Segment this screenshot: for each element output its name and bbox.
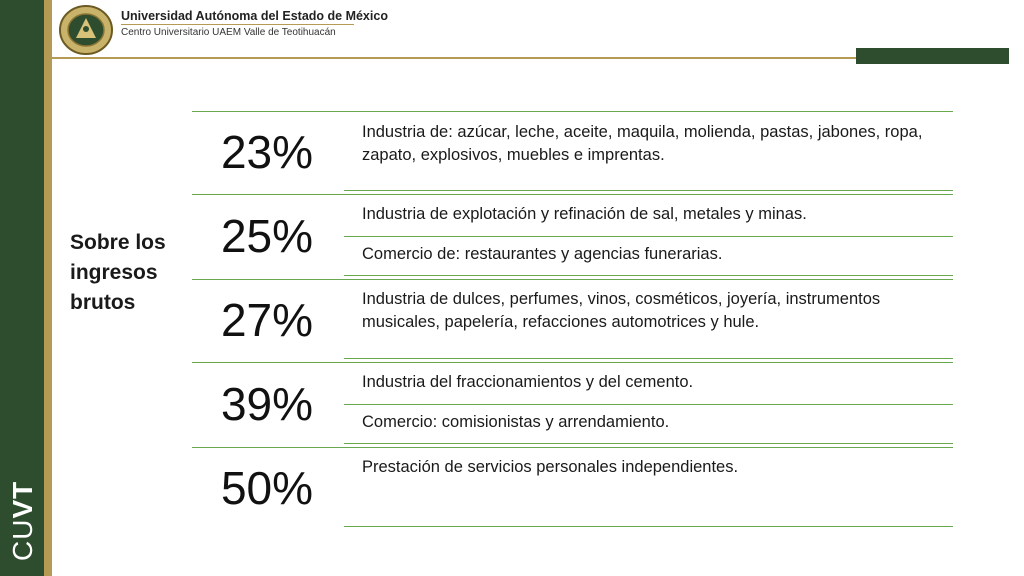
row-divider xyxy=(192,362,953,363)
header-accent-bar xyxy=(856,48,1009,64)
rate-percent: 25% xyxy=(220,210,314,262)
row-divider xyxy=(192,194,953,195)
university-seal-icon xyxy=(58,4,114,56)
center-name: Centro Universitario UAEM Valle de Teoti… xyxy=(121,27,336,38)
row-divider xyxy=(344,358,953,359)
rate-description: Comercio de: restaurantes y agencias fun… xyxy=(362,245,723,263)
university-name: Universidad Autónoma del Estado de Méxic… xyxy=(121,9,388,23)
row-divider xyxy=(344,404,953,405)
sidebar xyxy=(0,0,44,576)
row-divider xyxy=(344,526,953,527)
row-divider xyxy=(344,275,953,276)
rate-percent: 23% xyxy=(220,126,314,178)
rate-description: Industria de: azúcar, leche, aceite, maq… xyxy=(362,123,923,164)
rate-description: Industria del fraccionamientos y del cem… xyxy=(362,373,694,391)
side-label: Sobre los ingresos brutos xyxy=(70,231,166,314)
brand-bold: VT xyxy=(7,480,38,519)
rate-description: Industria de explotación y refinación de… xyxy=(362,205,807,223)
header-rule xyxy=(121,24,354,25)
row-divider xyxy=(344,236,953,237)
rate-description: Prestación de servicios personales indep… xyxy=(362,458,739,476)
brand-light: CU xyxy=(7,518,38,561)
rate-percent: 50% xyxy=(220,462,314,514)
rate-percent: 39% xyxy=(220,378,314,430)
rate-percent: 27% xyxy=(220,294,314,346)
row-divider xyxy=(192,447,953,448)
row-divider xyxy=(192,111,953,112)
sidebar-brand: CUVT xyxy=(7,481,39,561)
sidebar-stripe xyxy=(44,0,52,576)
row-divider xyxy=(344,443,953,444)
row-divider xyxy=(192,279,953,280)
rate-description: Comercio: comisionistas y arrendamiento. xyxy=(362,413,670,431)
rate-description: Industria de dulces, perfumes, vinos, co… xyxy=(362,290,881,331)
header-divider xyxy=(52,57,857,59)
row-divider xyxy=(344,190,953,191)
